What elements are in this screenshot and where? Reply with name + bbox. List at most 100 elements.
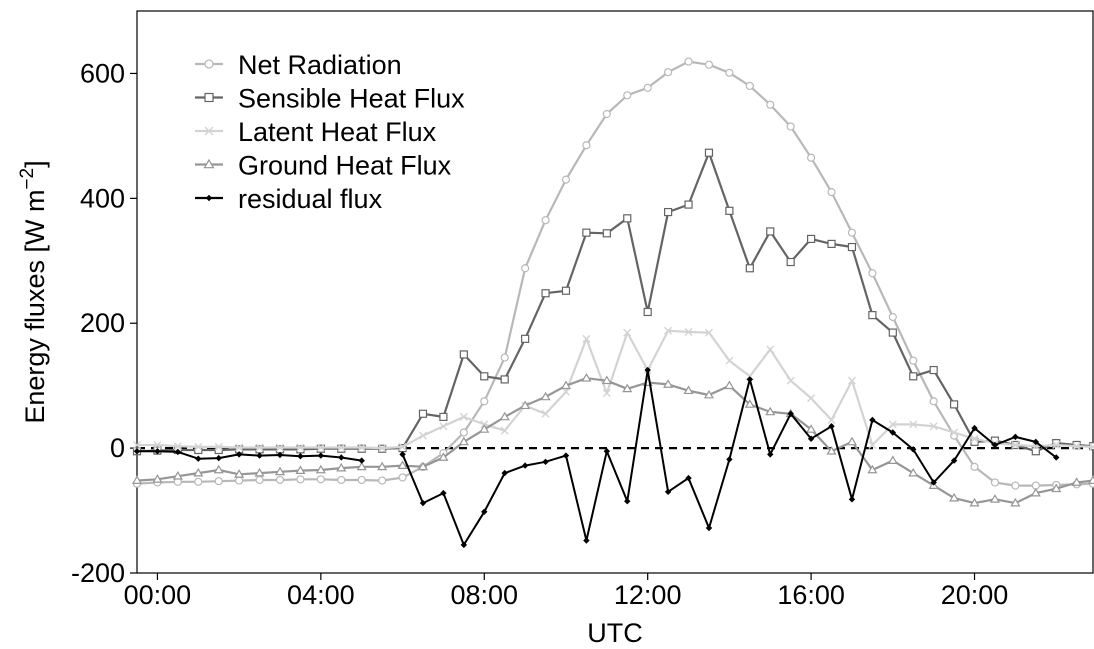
net-radiation-point [828, 189, 835, 196]
net-radiation-point [848, 229, 855, 236]
residual-flux-point [523, 463, 528, 468]
net-radiation-point [399, 474, 406, 481]
latent-heat-flux-point [787, 377, 794, 384]
sensible-heat-flux-point [419, 410, 426, 417]
net-radiation-point [869, 270, 876, 277]
legend-ground-heat-flux-label: Ground Heat Flux [238, 151, 452, 181]
residual-flux-point [339, 455, 344, 460]
sensible-heat-flux-point [705, 149, 712, 156]
sensible-heat-flux-point [930, 367, 937, 374]
sensible-heat-flux-point [542, 290, 549, 297]
net-radiation-point [460, 429, 467, 436]
net-radiation-point [685, 58, 692, 65]
sensible-heat-flux-point [501, 376, 508, 383]
y-tick-label: 0 [110, 433, 125, 463]
y-tick-label: 200 [80, 308, 125, 338]
net-radiation-point [276, 476, 283, 483]
y-tick-label: 400 [80, 183, 125, 213]
residual-flux-point [706, 526, 711, 531]
net-radiation-point [889, 313, 896, 320]
residual-flux-point [318, 453, 323, 458]
sensible-heat-flux-point [726, 207, 733, 214]
sensible-heat-flux-point [910, 373, 917, 380]
y-axis-title: Energy fluxes [W m−2] [17, 160, 50, 423]
net-radiation-point [767, 101, 774, 108]
residual-flux-point [257, 453, 262, 458]
sensible-heat-flux-point [808, 235, 815, 242]
sensible-heat-flux-point [358, 445, 365, 452]
legend-residual-flux-marker [207, 196, 212, 201]
sensible-heat-flux-point [644, 308, 651, 315]
residual-flux-point [543, 459, 548, 464]
net-radiation-point [787, 123, 794, 130]
latent-heat-flux-point [808, 395, 815, 402]
net-radiation-point [481, 398, 488, 405]
residual-flux-point [359, 458, 364, 463]
net-radiation-point [522, 265, 529, 272]
net-radiation-point [195, 478, 202, 485]
legend-residual-flux-label: residual flux [238, 184, 383, 214]
legend-net-radiation-label: Net Radiation [238, 50, 402, 80]
sensible-heat-flux-point [583, 229, 590, 236]
sensible-heat-flux-point [951, 401, 958, 408]
residual-flux-point [298, 454, 303, 459]
sensible-heat-flux-point [767, 228, 774, 235]
sensible-heat-flux-point [889, 329, 896, 336]
sensible-heat-flux-point [317, 445, 324, 452]
latent-heat-flux-point [726, 357, 733, 364]
legend-latent-heat-flux-label: Latent Heat Flux [238, 117, 437, 147]
latent-heat-flux-point [828, 417, 835, 424]
sensible-heat-flux-point [787, 259, 794, 266]
sensible-heat-flux-point [481, 373, 488, 380]
net-radiation-point [603, 111, 610, 118]
y-tick-label: 600 [80, 58, 125, 88]
x-tick-label: 08:00 [450, 580, 518, 610]
sensible-heat-flux-point [522, 335, 529, 342]
latent-heat-flux-point [767, 346, 774, 353]
net-radiation-point [379, 477, 386, 484]
net-radiation-point [562, 176, 569, 183]
sensible-heat-flux-point [828, 240, 835, 247]
net-radiation-point [501, 354, 508, 361]
net-radiation-point [930, 398, 937, 405]
net-radiation-point [1012, 482, 1019, 489]
residual-flux-point [727, 457, 732, 462]
net-radiation-point [297, 476, 304, 483]
net-radiation-point [624, 92, 631, 99]
net-radiation-point [236, 477, 243, 484]
residual-flux-point [849, 497, 854, 502]
net-radiation-point [746, 82, 753, 89]
x-tick-label: 16:00 [777, 580, 845, 610]
x-tick-label: 12:00 [614, 580, 682, 610]
latent-heat-flux-line [137, 331, 1093, 448]
net-radiation-point [317, 476, 324, 483]
net-radiation-point [665, 69, 672, 76]
net-radiation-point [971, 463, 978, 470]
x-tick-label: 20:00 [941, 580, 1009, 610]
residual-flux-point [584, 538, 589, 543]
residual-flux-line [137, 451, 362, 460]
sensible-heat-flux-point [869, 312, 876, 319]
legend-sensible-heat-flux-label: Sensible Heat Flux [238, 84, 465, 114]
sensible-heat-flux-point [685, 201, 692, 208]
legend-sensible-heat-flux-marker [205, 94, 213, 102]
net-radiation-point [808, 154, 815, 161]
x-axis-title: UTC [587, 618, 643, 644]
residual-flux-point [563, 453, 568, 458]
ground-heat-flux-point [889, 457, 897, 464]
net-radiation-point [338, 476, 345, 483]
net-radiation-point [256, 476, 263, 483]
net-radiation-point [215, 478, 222, 485]
net-radiation-point [991, 479, 998, 486]
legend-net-radiation-marker [205, 60, 213, 68]
sensible-heat-flux-point [624, 215, 631, 222]
x-tick-label: 04:00 [287, 580, 355, 610]
sensible-heat-flux-point [603, 230, 610, 237]
y-tick-label: -200 [71, 558, 125, 588]
net-radiation-point [542, 217, 549, 224]
net-radiation-point [910, 357, 917, 364]
net-radiation-point [583, 142, 590, 149]
ground-heat-flux-point [848, 438, 856, 445]
sensible-heat-flux-point [746, 265, 753, 272]
